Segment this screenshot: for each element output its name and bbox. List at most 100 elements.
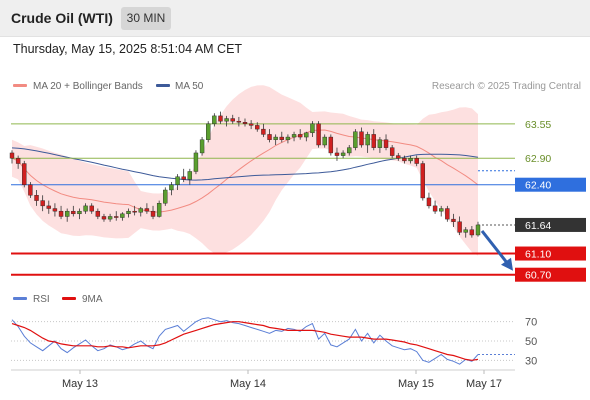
candle-body [279,136,284,140]
candle-body [255,125,260,130]
ma20-legend-label: MA 20 + Bollinger Bands [33,81,143,92]
candle-body [432,205,438,212]
last-price-label: 61.64 [525,220,551,232]
candle-body [451,218,456,222]
candle-body [89,205,94,212]
x-axis: May 13 May 14 May 15 May 17 [62,370,502,390]
candle-body [328,136,334,154]
candle-body [291,134,297,138]
candle-body [212,115,217,125]
interval-button[interactable]: 30 MIN [121,7,171,30]
candle-body [316,123,321,146]
candle-body [242,122,248,125]
rsi-9ma-line [11,321,479,361]
candle-body [156,203,162,217]
candle-body [273,136,278,140]
candle-body [9,152,15,159]
candle-body [383,139,389,148]
resistance-label: 62.90 [525,153,551,165]
candle-body [34,195,39,201]
candle-body [402,158,407,162]
candle-body [40,200,45,207]
last-price-badge [515,217,586,232]
candle-body [285,136,291,140]
candle-body [218,115,223,122]
candle-body [199,139,205,154]
resistance-label: 63.55 [525,119,551,131]
candle-body [187,171,193,180]
candle-body [193,152,199,172]
candle-body [248,123,254,126]
candle-body [310,123,315,134]
candle-body [77,210,82,215]
rsi-line [11,317,479,365]
candle-body [267,134,272,140]
rsi-9ma-legend-label: 9MA [82,294,103,305]
candle-body [408,158,413,162]
candle-body [359,131,364,146]
price-plot-area: 63.55 62.90 62.40 61.64 61.10 60.70 [9,85,586,282]
candle-body [420,163,426,199]
candle-body [457,221,462,233]
research-credit: Research © 2025 Trading Central [432,81,581,92]
rsi-tick-label: 30 [525,355,537,367]
ma20-line [11,129,479,213]
rsi-legend-label: RSI [33,294,50,305]
candle-body [175,176,180,185]
projection-arrow [480,230,509,264]
support-badge [515,267,586,282]
pivot-label: 62.40 [525,180,551,192]
candle-body [138,208,143,213]
candle-body [15,158,21,164]
candle-body [439,208,444,212]
candle-body [377,139,383,148]
candle-body [322,136,327,146]
candle-body [169,184,174,191]
candle-body [334,152,340,156]
x-tick-label: May 13 [62,378,98,390]
candle-body [389,147,395,156]
rsi-9ma-legend-swatch [62,297,76,300]
candle-body [126,210,131,215]
candle-body [463,229,468,233]
candle-body [475,224,481,236]
candle-body [230,118,235,122]
rsi-tick-label: 70 [525,317,537,329]
candle-body [261,128,266,135]
projection-arrowhead [501,257,513,271]
candle-body [347,147,352,154]
chart-header: Crude Oil (WTI) 30 MIN [0,0,590,37]
candle-body [304,132,309,138]
candle-body [132,210,137,213]
candle-body [181,176,186,180]
candle-body [52,208,58,212]
candle-body [120,213,125,218]
ma50-legend-label: MA 50 [175,81,204,92]
chart-timestamp: Thursday, May 15, 2025 8:51:04 AM CET [13,42,243,56]
candle-body [58,210,64,217]
x-tick-label: May 14 [230,378,266,390]
candle-body [64,210,70,217]
rsi-plot-area: 70 50 30 [11,317,537,367]
candle-body [46,205,51,209]
candle-body [353,131,358,148]
candle-body [22,163,27,185]
instrument-title: Crude Oil (WTI) [11,10,113,26]
candle-body [114,216,119,218]
support-badge [515,246,586,261]
candle-body [396,155,401,159]
candle-body [83,205,88,212]
candle-body [445,208,450,220]
candle-body [95,210,101,217]
candle-body [150,210,156,217]
candle-body [297,134,303,138]
support-label: 61.10 [525,249,551,261]
candle-body [163,189,168,204]
candle-body [426,197,432,207]
rsi-legend-swatch [13,297,27,300]
rsi-tick-label: 50 [525,336,537,348]
candle-body [144,208,150,212]
candle-body [107,216,113,220]
candle-body [206,123,211,140]
